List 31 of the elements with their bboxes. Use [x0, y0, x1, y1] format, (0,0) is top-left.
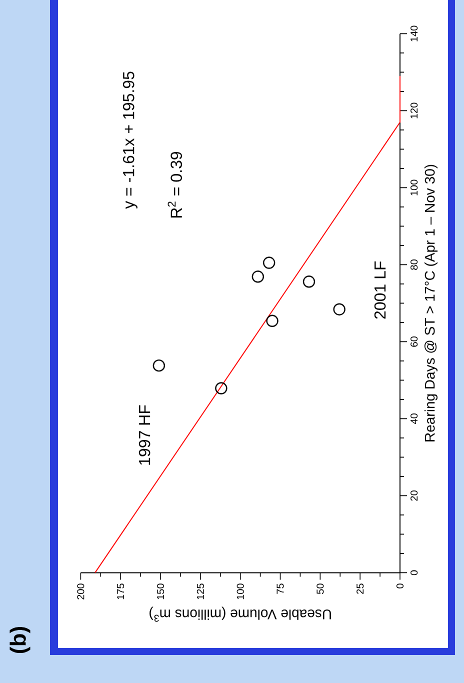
x-tick-label: 50	[316, 584, 324, 594]
point	[333, 303, 346, 316]
y-tick-label: 80	[410, 260, 418, 270]
y-tick-label: 60	[410, 336, 418, 347]
x-tick-label: 175	[117, 584, 124, 600]
point	[302, 276, 316, 288]
text: (b)	[10, 627, 30, 653]
annotation: R$^{2}$ = 0.39	[168, 152, 182, 218]
annotation: y = -1.61x + 195.95	[122, 72, 138, 209]
y-tick-label: 120	[410, 102, 418, 118]
y-tick-label: 20	[410, 490, 418, 501]
point	[215, 382, 228, 394]
x-tick-label: 150	[156, 584, 164, 600]
y-tick-label: 0	[410, 570, 418, 576]
x-tick-label: 0	[396, 584, 404, 588]
x-tick-label: 25	[356, 584, 364, 594]
annotation: 2001 LF	[374, 261, 386, 319]
y-tick-label: 140	[410, 26, 418, 42]
x-tick-label: 100	[236, 584, 244, 600]
y-axis-title: Rearing Days @ ST > 17°C (Apr 1 – Nov 30)	[424, 164, 438, 442]
x-tick-label: 200	[77, 584, 84, 600]
point	[266, 314, 278, 328]
x-tick-label: 125	[196, 584, 204, 600]
point	[262, 256, 276, 269]
x-tick-label: 75	[276, 584, 284, 594]
point	[152, 359, 166, 372]
y-tick-label: 40	[410, 414, 418, 424]
x-axis-title: Useable Volume (millions m$^{3}$)	[150, 606, 331, 622]
point	[252, 270, 264, 283]
annotation: 1997 HF	[138, 405, 150, 465]
y-tick-label: 100	[410, 180, 418, 196]
